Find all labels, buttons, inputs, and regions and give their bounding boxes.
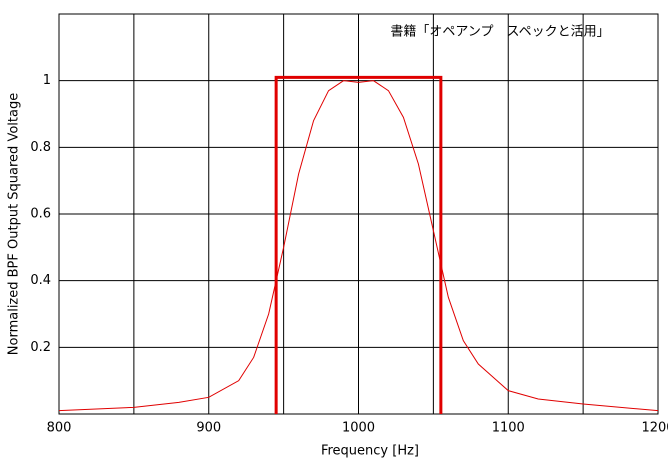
x-tick-label: 900 [196, 421, 221, 436]
y-tick-label: 0.8 [30, 140, 51, 155]
x-tick-label: 1100 [492, 421, 525, 436]
series-line [274, 75, 443, 414]
y-tick-label: 0.4 [30, 273, 51, 288]
x-tick-label: 1200 [641, 421, 668, 436]
x-tick-label: 1000 [342, 421, 375, 436]
annotation: 書籍「オペアンプ スペックと活用」 [390, 24, 609, 40]
y-tick-label: 0.6 [30, 207, 51, 222]
plot-frame [58, 13, 659, 415]
y-tick-label: 0.2 [30, 340, 51, 355]
series-line [58, 80, 659, 412]
y-tick-label: 1 [43, 73, 51, 88]
x-tick-label: 800 [47, 421, 72, 436]
x-axis-label: Frequency [Hz] [321, 444, 419, 459]
y-axis-label: Normalized BPF Output Squared Voltage [7, 93, 22, 355]
